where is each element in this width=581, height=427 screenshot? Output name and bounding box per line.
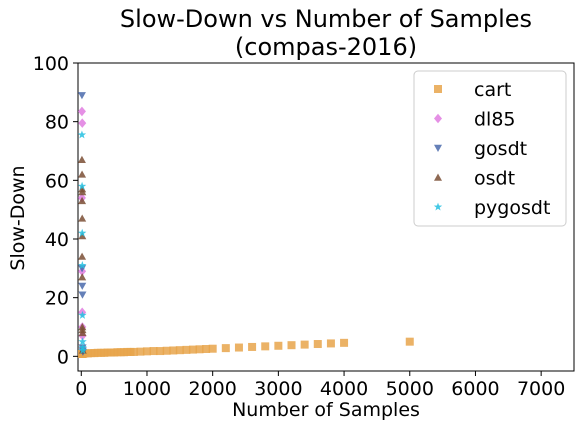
cart-point xyxy=(202,345,211,353)
y-tick-label: 60 xyxy=(45,170,69,192)
legend-label-cart: cart xyxy=(474,79,511,101)
cart-point xyxy=(234,343,243,352)
y-tick-label: 20 xyxy=(45,288,69,310)
x-tick-label: 0 xyxy=(75,378,87,400)
cart-point xyxy=(136,347,145,356)
cart-point xyxy=(175,346,184,355)
pygosdt-point xyxy=(78,261,87,269)
legend-marker-gosdt xyxy=(434,144,442,152)
gosdt-point xyxy=(77,92,86,100)
osdt-point xyxy=(78,170,87,178)
x-axis-label: Number of Samples xyxy=(232,399,420,421)
legend-label-dl85: dl85 xyxy=(474,109,516,131)
osdt-point xyxy=(78,196,87,205)
cart-point xyxy=(313,340,322,349)
osdt-point xyxy=(78,214,87,222)
chart-title-line-1: Slow-Down vs Number of Samples xyxy=(120,5,532,33)
x-tick-label: 4000 xyxy=(320,378,368,400)
plot-frame xyxy=(77,62,575,372)
cart-point xyxy=(142,347,151,356)
dl85-point xyxy=(77,106,86,117)
x-tick-label: 5000 xyxy=(386,378,434,400)
y-tick-label: 0 xyxy=(57,346,69,368)
y-tick-label: 100 xyxy=(33,53,69,75)
osdt-point xyxy=(78,273,87,281)
cart-point xyxy=(221,344,230,353)
pygosdt-point xyxy=(77,181,87,190)
pygosdt-point xyxy=(77,130,87,139)
cart-point xyxy=(340,338,349,347)
cart-point xyxy=(182,345,191,354)
gosdt-point xyxy=(78,282,87,290)
osdt-point xyxy=(78,232,87,240)
osdt-point xyxy=(77,155,86,163)
cart-point xyxy=(248,342,257,351)
pygosdt-point xyxy=(78,310,87,319)
cart-point xyxy=(261,342,270,351)
gosdt-point xyxy=(78,291,87,299)
dl85-point xyxy=(78,118,87,128)
cart-point xyxy=(274,341,283,350)
legend-marker-cart xyxy=(434,85,442,93)
legend-label-gosdt: gosdt xyxy=(474,138,527,160)
legend-label-pygosdt: pygosdt xyxy=(474,197,550,219)
osdt-point xyxy=(78,328,87,337)
cart-point xyxy=(162,346,171,355)
legend-box xyxy=(413,70,567,227)
pygosdt-point xyxy=(78,228,87,237)
chart-title-line-2: (compas-2016) xyxy=(235,33,417,61)
x-tick-label: 2000 xyxy=(188,378,236,400)
cart-point xyxy=(208,344,217,353)
legend-label-osdt: osdt xyxy=(474,168,515,190)
pygosdt-point xyxy=(78,346,88,355)
cart-point xyxy=(195,345,204,354)
y-tick-label: 40 xyxy=(45,229,69,251)
pygosdt-point xyxy=(78,337,87,346)
legend-marker-pygosdt xyxy=(433,202,443,211)
cart-point xyxy=(405,337,414,346)
cart-point xyxy=(129,347,138,356)
x-tick-label: 6000 xyxy=(451,378,499,400)
legend: cart dl85 gosdt osdt pygosdt xyxy=(413,70,567,227)
x-tick-label: 7000 xyxy=(517,378,565,400)
osdt-point xyxy=(78,188,87,196)
osdt-point xyxy=(78,252,87,260)
cart-point xyxy=(169,346,178,355)
cart-point xyxy=(188,345,197,354)
plot-area: 0 1000 2000 3000 4000 5000 6000 7000 0 20 40 60 80 10… xyxy=(33,53,575,400)
cart-point xyxy=(326,339,335,348)
cart-point xyxy=(300,340,309,349)
cart-point xyxy=(287,341,296,350)
cart-point xyxy=(149,347,158,356)
x-tick-label: 3000 xyxy=(254,378,302,400)
y-tick-label: 80 xyxy=(45,112,69,134)
x-tick-label: 1000 xyxy=(123,378,171,400)
legend-marker-dl85 xyxy=(434,113,442,124)
legend-marker-osdt xyxy=(434,173,442,181)
y-axis-label: Slow-Down xyxy=(7,165,29,270)
cart-point xyxy=(156,347,165,356)
